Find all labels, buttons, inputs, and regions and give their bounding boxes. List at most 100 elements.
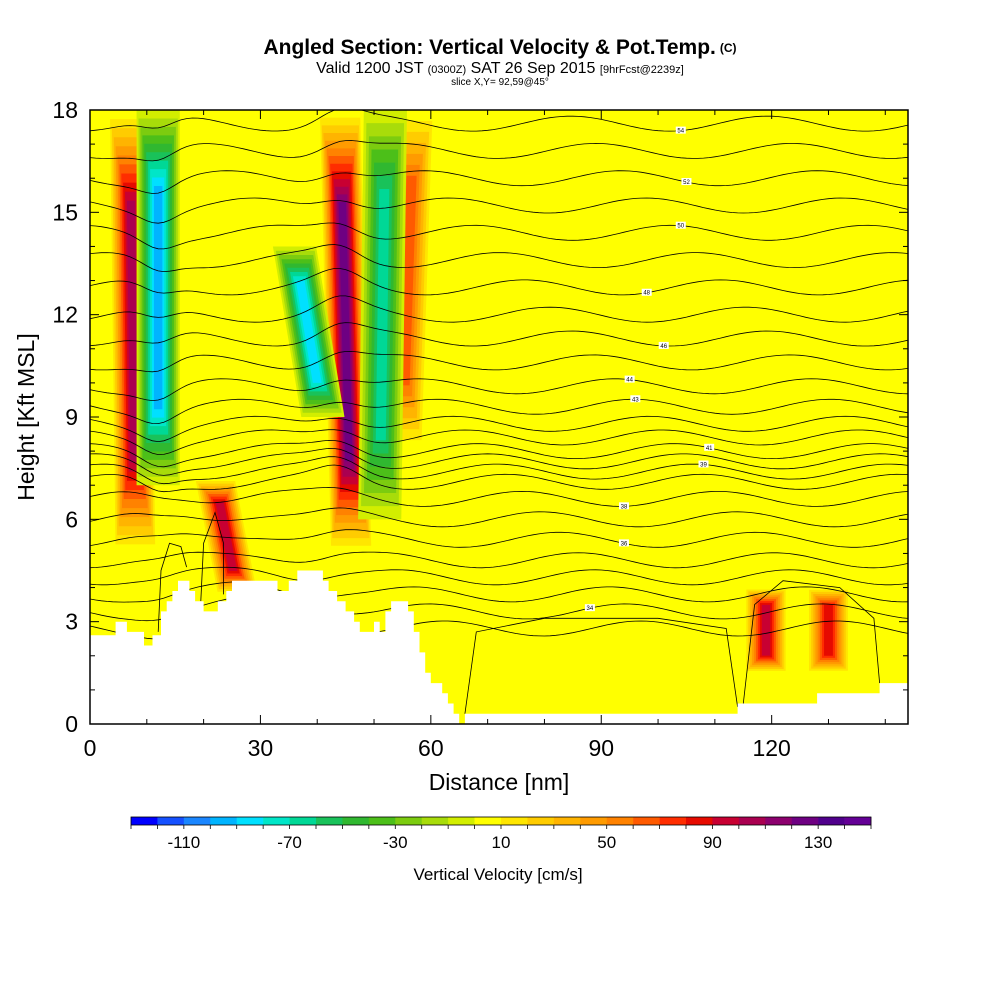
theta-label-bg-18 — [658, 341, 669, 349]
valid-time: Valid 1200 JST — [316, 60, 424, 77]
x-tick-label-0: 0 — [84, 735, 97, 761]
downdraft-band-1 — [136, 110, 180, 486]
theta-contour-5 — [90, 551, 908, 569]
theta-contour-6 — [90, 529, 908, 548]
downdraft-band-3-level-6 — [375, 188, 390, 441]
colorbar-swatch-14 — [474, 817, 502, 825]
theta-contour-17 — [90, 350, 908, 373]
colorbar-swatch-9 — [342, 817, 370, 825]
colorbar-swatch-5 — [236, 817, 264, 825]
updraft-band-2 — [193, 478, 260, 595]
y-axis: 0 36 9 12 15 18 — [52, 97, 908, 737]
colorbar-swatch-6 — [263, 817, 290, 825]
theta-label-15: 43 — [632, 397, 639, 403]
valid-date: SAT 26 Sep 2015 — [470, 60, 596, 77]
slice-info: slice X,Y= 92,59@45° — [451, 77, 549, 88]
colorbar-swatch-24 — [738, 817, 766, 825]
theta-contour-18 — [90, 322, 908, 347]
y-tick-label-6: 6 — [65, 506, 78, 532]
colorbar-swatch-15 — [501, 817, 528, 825]
theta-label-bg-24 — [681, 178, 692, 186]
chart-title-main: Angled Section: Vertical Velocity & Pot.… — [263, 36, 716, 59]
x-axis-label: Distance [nm] — [429, 769, 570, 795]
theta-label-6: 36 — [621, 541, 628, 547]
colorbar-swatch-3 — [183, 817, 211, 825]
colorbar-tick-label-10: 10 — [492, 833, 511, 852]
theta-label-12: 41 — [706, 446, 713, 452]
potential-temperature-contours — [90, 110, 908, 640]
colorbar-swatch-18 — [580, 817, 608, 825]
colorbar-swatch-19 — [606, 817, 634, 825]
updraft-band-5-level-9 — [761, 604, 771, 656]
theta-contour-8 — [90, 486, 908, 507]
colorbar-swatch-13 — [448, 817, 475, 825]
y-tick-label-9: 9 — [65, 404, 78, 430]
colorbar-swatch-10 — [368, 817, 396, 825]
colorbar-tick-label--70: -70 — [277, 833, 302, 852]
theta-contour-11 — [90, 447, 908, 476]
theta-label-24: 52 — [683, 180, 690, 186]
theta-contour-24 — [90, 170, 908, 194]
colorbar-tick-label-130: 130 — [804, 833, 832, 852]
chart-subtitle: Valid 1200 JST (0300Z) SAT 26 Sep 2015 [… — [0, 60, 1000, 79]
theta-label-bg-26 — [675, 126, 686, 134]
y-tick-label-18: 18 — [52, 97, 78, 123]
theta-contour-7 — [90, 507, 908, 528]
updraft-band-6 — [806, 587, 851, 673]
theta-contour-19 — [90, 295, 908, 323]
colorbar-swatch-1 — [131, 817, 158, 825]
theta-label-8: 38 — [621, 504, 628, 510]
downdraft-band-2 — [272, 246, 345, 417]
y-axis-label: Height [Kft MSL] — [13, 333, 39, 500]
zero-contour-low-level-updraft-boundary — [464, 617, 738, 714]
theta-contour-15 — [90, 398, 908, 425]
colorbar-swatch-11 — [395, 817, 423, 825]
colorbar-tick-label--30: -30 — [383, 833, 408, 852]
theta-contour-22 — [90, 222, 908, 250]
contour-labels: 34 36 38 39 41 43 44 46 48 50 52 54 — [584, 126, 715, 612]
theta-label-26: 54 — [677, 129, 684, 135]
theta-label-10: 39 — [700, 462, 707, 468]
downdraft-band-2-level-8 — [295, 280, 322, 383]
colorbar-label: Vertical Velocity [cm/s] — [413, 865, 582, 884]
colorbar-swatch-16 — [527, 817, 555, 825]
theta-contour-14 — [90, 415, 908, 443]
downdraft-band-3 — [358, 110, 407, 520]
theta-contour-9 — [90, 464, 908, 493]
colorbar-swatch-28 — [844, 817, 872, 825]
theta-contour-20 — [90, 268, 908, 296]
x-axis: 0 30 60 90 120 — [84, 110, 886, 761]
chart-title: Angled Section: Vertical Velocity & Pot.… — [0, 36, 1000, 60]
theta-label-bg-10 — [698, 460, 709, 468]
theta-contour-3 — [90, 581, 908, 603]
forecast-run: [9hrFcst@2239z] — [599, 64, 684, 76]
theta-contour-12 — [90, 439, 908, 468]
y-tick-label-0: 0 — [65, 711, 78, 737]
colorbar-swatch-26 — [791, 817, 819, 825]
theta-contour-23 — [90, 197, 908, 224]
y-tick-label-12: 12 — [52, 302, 78, 328]
terrain — [90, 570, 908, 724]
theta-label-bg-20 — [641, 288, 652, 296]
colorbar-tick-label-90: 90 — [703, 833, 722, 852]
colorbar-swatch-17 — [553, 817, 581, 825]
x-tick-label-60: 60 — [418, 735, 444, 761]
colorbar-swatch-7 — [289, 817, 317, 825]
colorbar-swatch-22 — [686, 817, 713, 825]
y-tick-label-15: 15 — [52, 199, 78, 225]
colorbar-tick-label-50: 50 — [597, 833, 616, 852]
colorbar: -110 -70 -30 10 50 90 130 — [130, 816, 872, 852]
x-tick-label-120: 120 — [752, 735, 790, 761]
colorbar-swatch-27 — [818, 817, 845, 825]
colorbar-swatch-12 — [421, 817, 449, 825]
theta-label-bg-2 — [584, 604, 595, 612]
theta-label-16: 44 — [626, 378, 633, 384]
theta-label-2: 34 — [587, 606, 594, 612]
colorbar-swatch-8 — [316, 817, 343, 825]
colorbar-swatch-25 — [765, 817, 793, 825]
colorbar-swatch-20 — [633, 817, 660, 825]
zero-velocity-contours — [157, 511, 880, 714]
colorbar-tick-label--110: -110 — [167, 833, 200, 852]
updraft-band-6-level-8 — [824, 604, 833, 656]
